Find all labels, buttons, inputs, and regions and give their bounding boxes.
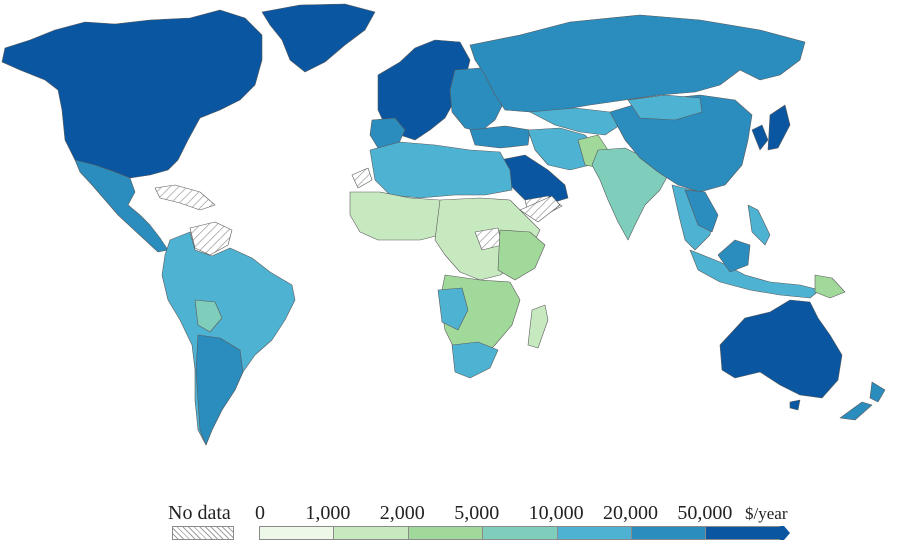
legend-tick-label: 50,000 (677, 502, 733, 524)
legend-bin (259, 526, 335, 540)
legend-bin (333, 526, 409, 540)
region-somalia-nodata (519, 195, 561, 223)
region-korea-japan (751, 104, 791, 151)
region-canada-usa (1, 9, 263, 179)
region-australia (719, 299, 843, 399)
legend-bin (705, 526, 781, 540)
legend-tick-label: 10,000 (528, 502, 584, 524)
region-western-sahara-nodata (351, 167, 373, 189)
legend-bin (407, 526, 484, 540)
region-madagascar (527, 304, 549, 349)
region-bolivia (194, 299, 223, 333)
region-tasmania (789, 399, 801, 411)
region-greenland (261, 3, 376, 73)
region-indochina (684, 189, 719, 233)
legend-tick-label: 5,000 (454, 502, 500, 524)
region-philippines (747, 204, 771, 246)
legend-tick-label: 2,000 (379, 502, 425, 524)
region-west-africa (349, 191, 456, 241)
legend-tick-label: 20,000 (603, 502, 658, 524)
legend-arrow (780, 526, 790, 540)
region-turkey (469, 125, 531, 149)
region-china (609, 94, 753, 193)
region-borneo (717, 239, 751, 273)
region-south-africa (451, 341, 499, 379)
region-central-asia (529, 107, 621, 136)
legend-unit-label: $/year (745, 504, 788, 523)
legend-tick-label: 1,000 (305, 502, 351, 524)
region-southern-cone (195, 334, 244, 446)
region-angola-botswana (437, 287, 469, 331)
region-arabia (499, 154, 569, 206)
region-png (814, 274, 846, 299)
no-data-swatch (172, 526, 234, 540)
legend-bin (482, 526, 558, 540)
region-venezuela-nodata (189, 221, 233, 256)
region-mongolia (627, 94, 703, 121)
region-east-africa (497, 229, 546, 281)
region-indonesia (689, 249, 821, 299)
region-russia (469, 14, 806, 113)
legend-tick-label: 0 (255, 502, 265, 524)
region-caribbean-nodata (154, 184, 216, 211)
region-north-africa (369, 141, 513, 199)
region-new-zealand (839, 381, 886, 421)
region-mexico (74, 159, 169, 253)
legend-bin (556, 526, 632, 540)
legend-bin (631, 526, 707, 540)
no-data-label: No data (168, 502, 231, 524)
region-south-america (161, 231, 296, 446)
